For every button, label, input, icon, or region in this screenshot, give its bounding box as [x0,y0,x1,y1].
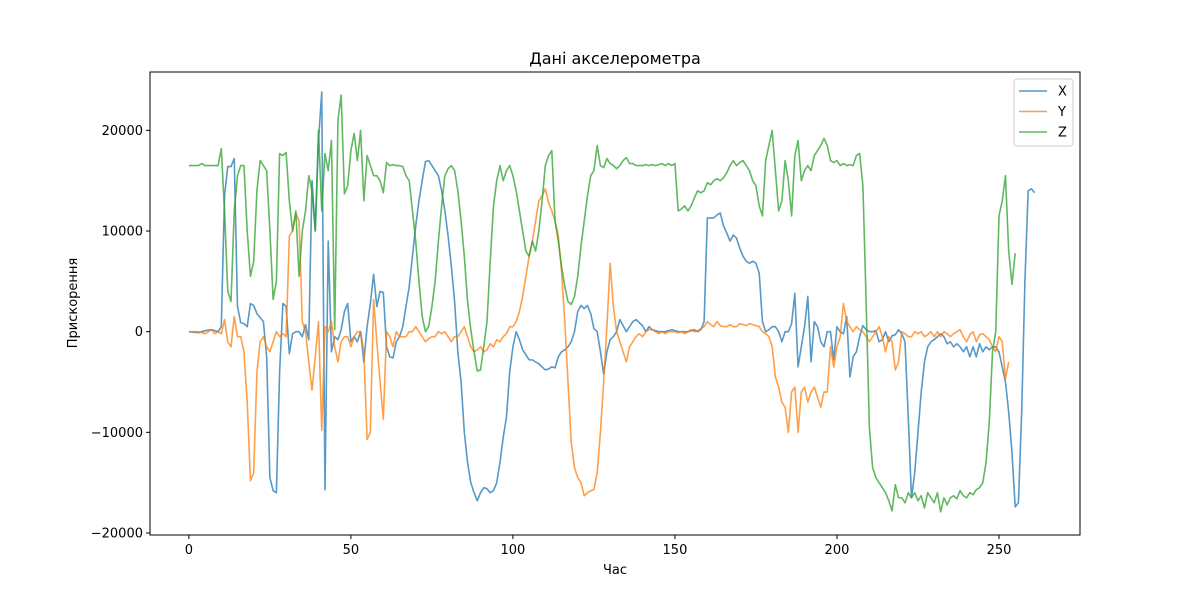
x-tick-label: 200 [825,543,850,558]
y-tick-label: −20000 [91,526,143,541]
series-line-y [188,187,1010,497]
y-tick-label: 10000 [102,225,143,240]
x-tick-label: 250 [987,543,1012,558]
y-tick-label: 20000 [102,124,143,139]
chart-title: Дані акселерометра [529,49,701,68]
legend-box [1013,78,1074,147]
plot-frame [149,71,1081,536]
x-tick-label: 50 [343,543,360,558]
y-axis-label: Прискорення [66,258,81,349]
legend-label-z: Z [1058,126,1067,141]
x-axis-label: Час [603,563,627,578]
y-tick-label: 0 [135,325,143,340]
y-tick-label: −10000 [91,426,143,441]
x-tick-label: 0 [185,543,193,558]
legend-label-x: X [1058,85,1067,100]
series-line-z [188,94,1016,513]
x-tick-label: 150 [663,543,688,558]
legend: XYZ [1013,78,1074,147]
series-line-x [188,91,1036,508]
series-group [188,91,1036,513]
x-tick-label: 100 [501,543,526,558]
legend-label-y: Y [1057,105,1066,120]
